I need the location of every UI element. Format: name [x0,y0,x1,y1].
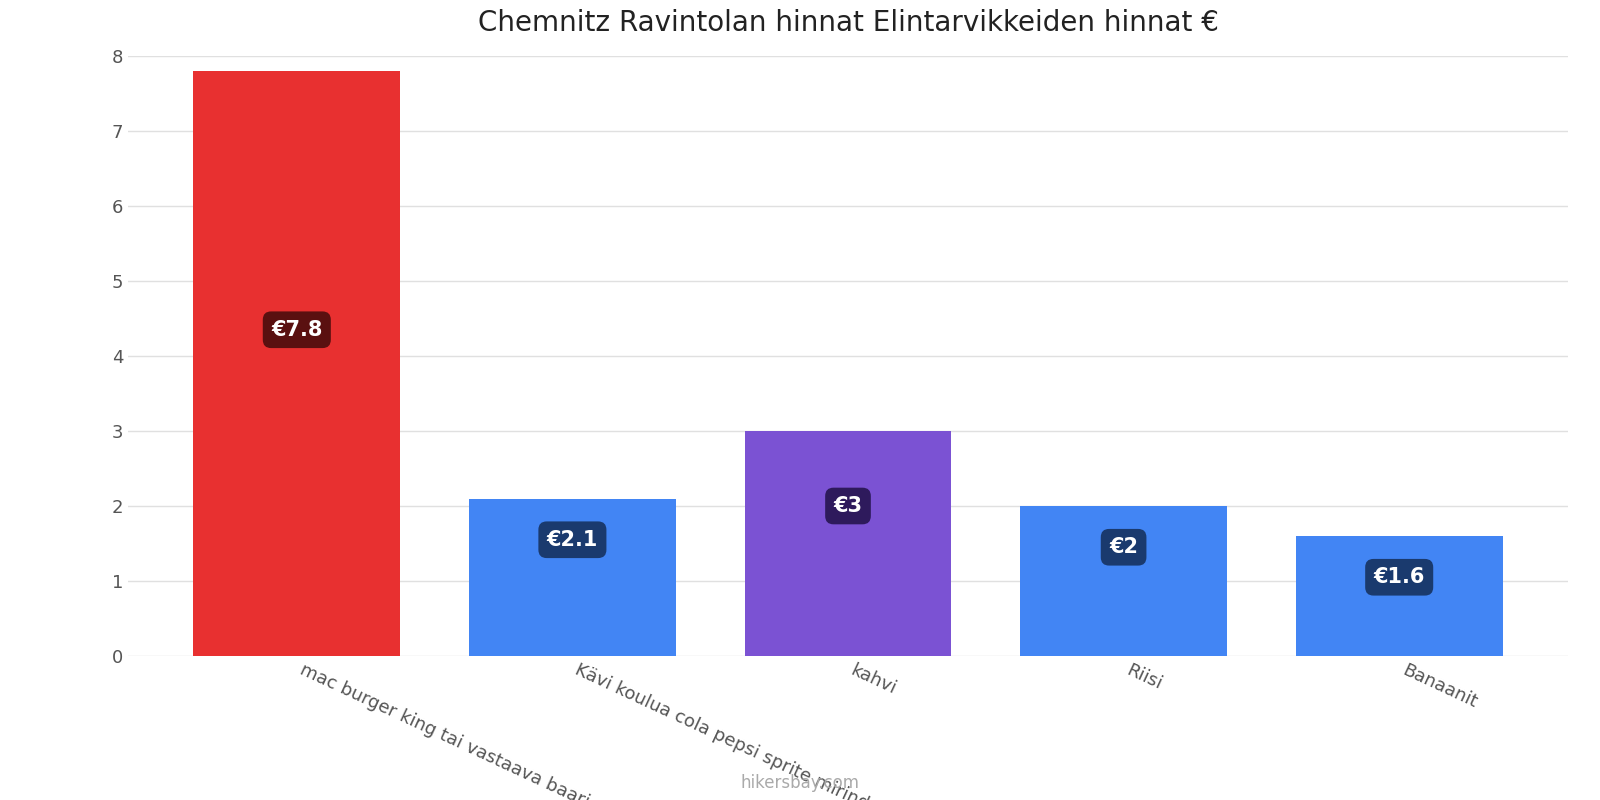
Text: €3: €3 [834,496,862,516]
Text: €7.8: €7.8 [270,320,323,340]
Bar [1296,536,1502,656]
Bar [744,431,952,656]
Bar [469,498,675,656]
Text: hikersbay.com: hikersbay.com [741,774,859,792]
Bar [194,71,400,656]
Title: Chemnitz Ravintolan hinnat Elintarvikkeiden hinnat €: Chemnitz Ravintolan hinnat Elintarvikkei… [477,9,1219,37]
Text: €2: €2 [1109,538,1138,558]
Text: €2.1: €2.1 [547,530,598,550]
Bar [1021,506,1227,656]
Text: €1.6: €1.6 [1373,567,1426,587]
